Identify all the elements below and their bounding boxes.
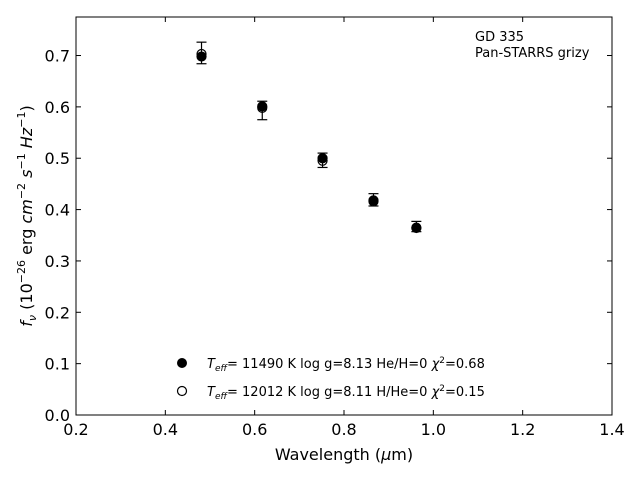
- y-axis: 0.0 0.1 0.2 0.3 0.4 0.5 0.6 0.7: [45, 47, 612, 425]
- y-tick-label: 0.5: [45, 149, 70, 168]
- data-points: [196, 48, 422, 234]
- legend-marker-open: [176, 385, 188, 397]
- error-bars: [196, 41, 422, 233]
- y-tick-label: 0.0: [45, 406, 70, 425]
- x-tick-label: 1.2: [510, 420, 535, 439]
- legend: Teff= 11490 K log g=8.13 He/H=0 χ2=0.68 …: [176, 356, 485, 402]
- x-axis: 0.2 0.4 0.6 0.8 1.0 1.2 1.4: [63, 17, 625, 439]
- annotation-object: GD 335: [475, 30, 524, 45]
- x-axis-label: Wavelength (μm): [275, 445, 413, 464]
- y-tick-label: 0.4: [45, 201, 70, 220]
- legend-entry-2: Teff= 12012 K log g=8.11 H/He=0 χ2=0.15: [207, 384, 485, 402]
- legend-entry-1: Teff= 11490 K log g=8.13 He/H=0 χ2=0.68: [207, 356, 485, 374]
- model-point-open: [411, 222, 422, 234]
- model-point-open: [368, 196, 379, 207]
- model-point-open: [257, 102, 268, 113]
- x-tick-label: 0.4: [153, 420, 178, 439]
- model-point-filled: [196, 51, 207, 62]
- model-point-open: [317, 155, 328, 166]
- plot-frame: [75, 16, 613, 416]
- model-point-filled: [317, 153, 328, 164]
- x-tick-label: 1.4: [599, 420, 624, 439]
- annotation-survey: Pan-STARRS grizy: [475, 46, 590, 61]
- model-point-open: [196, 48, 207, 60]
- y-tick-label: 0.6: [45, 98, 70, 117]
- y-tick-label: 0.1: [45, 355, 70, 374]
- x-tick-label: 0.6: [242, 420, 267, 439]
- y-tick-label: 0.2: [45, 303, 70, 322]
- legend-marker-filled: [177, 358, 187, 368]
- x-tick-label: 0.2: [63, 420, 88, 439]
- x-tick-label: 1.0: [421, 420, 446, 439]
- y-tick-label: 0.7: [45, 47, 70, 66]
- y-axis-label: fν (10−26 erg cm−2 s−1 Hz−1): [15, 105, 39, 326]
- x-tick-label: 0.8: [331, 420, 356, 439]
- y-tick-label: 0.3: [45, 252, 70, 271]
